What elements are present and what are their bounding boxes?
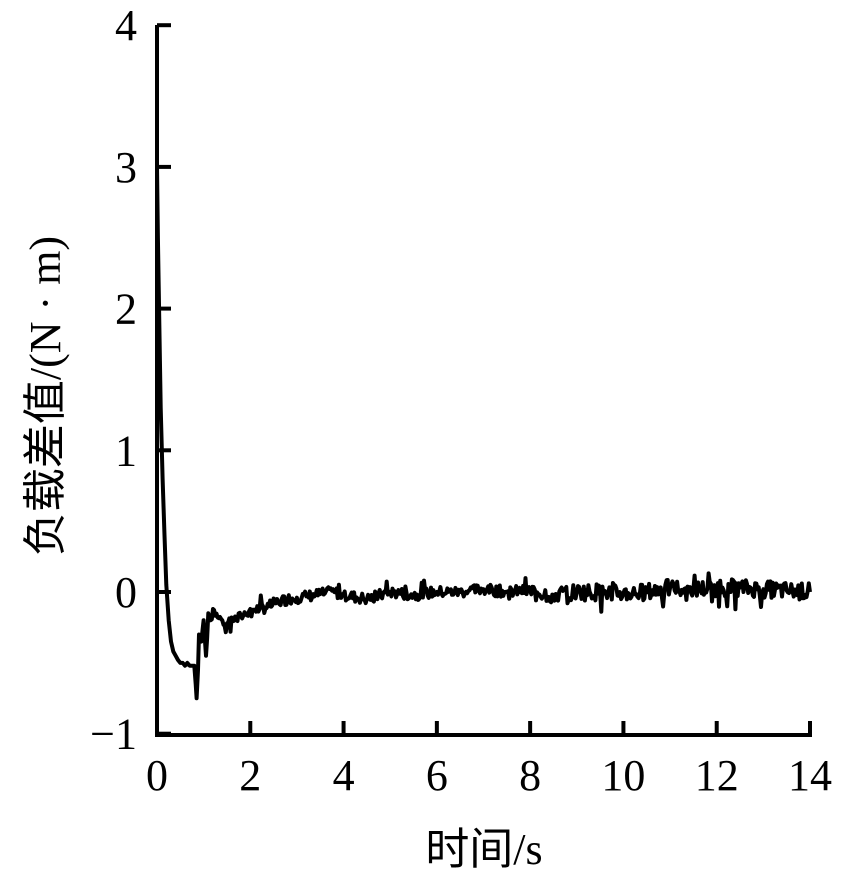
x-tick-label: 14 <box>788 751 832 800</box>
x-tick-label: 0 <box>146 751 168 800</box>
x-tick-label: 8 <box>519 751 541 800</box>
y-tick-label: −1 <box>90 710 137 759</box>
y-ticks: −1 0 1 2 3 4 <box>90 1 171 759</box>
x-axis: 0 2 4 6 8 10 12 14 <box>146 721 832 800</box>
x-tick-label: 4 <box>333 751 355 800</box>
y-tick-label: 0 <box>115 568 137 617</box>
x-tick-label: 6 <box>426 751 448 800</box>
y-axis: −1 0 1 2 3 4 <box>90 1 171 759</box>
y-axis-title: 负载差值/(N · m) <box>21 236 70 556</box>
x-tick-label: 10 <box>601 751 645 800</box>
x-tick-label: 2 <box>239 751 261 800</box>
y-tick-label: 1 <box>115 426 137 475</box>
x-ticks: 0 2 4 6 8 10 12 14 <box>146 721 832 800</box>
x-axis-title: 时间/s <box>425 825 542 874</box>
plot-area <box>155 166 812 701</box>
y-tick-label: 4 <box>115 1 137 50</box>
x-tick-label: 12 <box>695 751 739 800</box>
load-difference-line <box>155 166 812 701</box>
y-tick-label: 2 <box>115 285 137 334</box>
y-tick-label: 3 <box>115 143 137 192</box>
